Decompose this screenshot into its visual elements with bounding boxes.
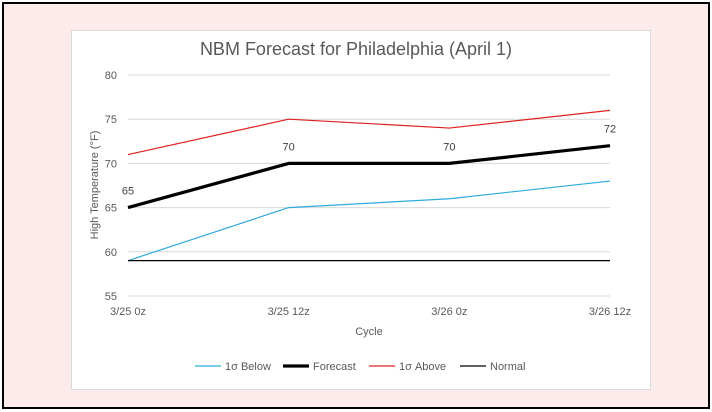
x-axis-label: Cycle bbox=[355, 326, 383, 338]
y-tick-label: 75 bbox=[105, 114, 117, 126]
y-tick-label: 70 bbox=[105, 158, 117, 170]
data-labels: 65 70 70 72 bbox=[122, 124, 616, 198]
chart-area bbox=[71, 30, 651, 390]
data-label: 72 bbox=[604, 124, 616, 136]
y-tick-labels: 55 60 65 70 75 80 bbox=[105, 70, 117, 303]
y-tick-label: 60 bbox=[105, 247, 117, 259]
legend-label: 1σ Below bbox=[225, 361, 271, 373]
legend: 1σ Below Forecast 1σ Above Normal bbox=[195, 361, 525, 373]
series-lines bbox=[127, 109, 611, 262]
y-tick-label: 80 bbox=[105, 70, 117, 82]
y-tick-label: 55 bbox=[105, 291, 117, 303]
x-tick-label: 3/25 0z bbox=[110, 306, 146, 318]
y-axis-label: High Temperature (°F) bbox=[89, 131, 101, 240]
y-tick-label: 65 bbox=[105, 203, 117, 215]
data-label: 70 bbox=[283, 141, 295, 153]
data-label: 65 bbox=[122, 186, 134, 198]
series-line-0 bbox=[127, 180, 611, 262]
x-tick-labels: 3/25 0z 3/25 12z 3/26 0z 3/26 12z bbox=[110, 306, 631, 318]
series-line-2 bbox=[127, 109, 611, 156]
data-label: 70 bbox=[443, 141, 455, 153]
chart-title: NBM Forecast for Philadelphia (April 1) bbox=[200, 39, 512, 59]
x-tick-label: 3/25 12z bbox=[268, 306, 310, 318]
x-tick-label: 3/26 12z bbox=[589, 306, 631, 318]
legend-label: 1σ Above bbox=[399, 361, 446, 373]
gridlines bbox=[128, 74, 610, 297]
series-line-1 bbox=[127, 144, 611, 210]
legend-label: Forecast bbox=[313, 361, 356, 373]
x-tick-label: 3/26 0z bbox=[431, 306, 467, 318]
legend-label: Normal bbox=[490, 361, 525, 373]
